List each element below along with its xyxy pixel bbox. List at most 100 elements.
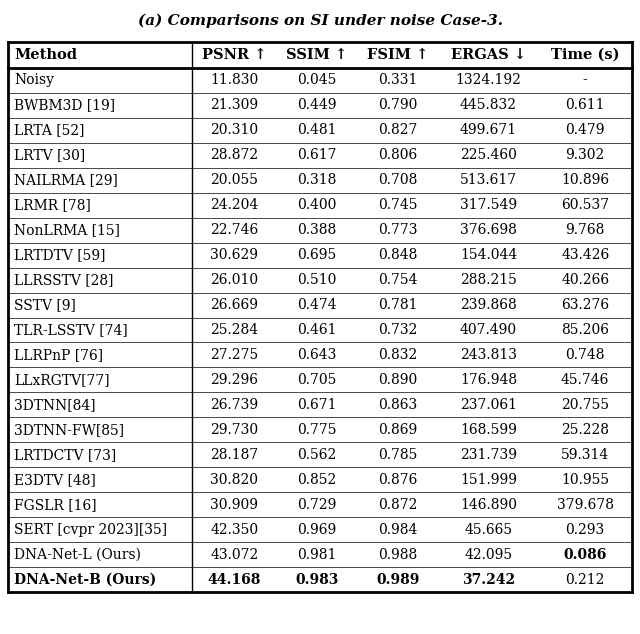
Text: LLRPnP [76]: LLRPnP [76]: [14, 348, 104, 362]
Text: -: -: [583, 74, 588, 87]
Text: 3DTNN-FW[85]: 3DTNN-FW[85]: [14, 423, 125, 437]
Text: 0.848: 0.848: [378, 248, 418, 262]
Text: 0.775: 0.775: [297, 423, 337, 437]
Text: 0.474: 0.474: [297, 298, 337, 312]
Text: 0.969: 0.969: [297, 522, 337, 536]
Text: DNA-Net-L (Ours): DNA-Net-L (Ours): [14, 548, 141, 562]
Text: 151.999: 151.999: [460, 473, 517, 487]
Text: 0.086: 0.086: [563, 548, 607, 562]
Text: 168.599: 168.599: [460, 423, 517, 437]
Text: PSNR ↑: PSNR ↑: [202, 48, 266, 62]
Text: 0.510: 0.510: [297, 273, 337, 287]
Text: 29.296: 29.296: [210, 373, 258, 387]
Text: 26.669: 26.669: [210, 298, 258, 312]
Text: 44.168: 44.168: [207, 573, 261, 586]
Text: LLRSSTV [28]: LLRSSTV [28]: [14, 273, 114, 287]
Text: 0.790: 0.790: [378, 98, 418, 112]
Text: 379.678: 379.678: [557, 498, 614, 512]
Text: LLxRGTV[77]: LLxRGTV[77]: [14, 373, 110, 387]
Text: 0.705: 0.705: [297, 373, 337, 387]
Text: 42.095: 42.095: [465, 548, 513, 562]
Text: 0.481: 0.481: [297, 124, 337, 138]
Text: 0.611: 0.611: [566, 98, 605, 112]
Text: (a) Comparisons on SI under noise Case-3.: (a) Comparisons on SI under noise Case-3…: [138, 14, 502, 29]
Text: 407.490: 407.490: [460, 323, 517, 337]
Text: 0.671: 0.671: [297, 398, 337, 412]
Text: 29.730: 29.730: [210, 423, 259, 437]
Text: SSTV [9]: SSTV [9]: [14, 298, 76, 312]
Text: 146.890: 146.890: [460, 498, 517, 512]
Text: 154.044: 154.044: [460, 248, 517, 262]
Text: 225.460: 225.460: [460, 148, 517, 162]
Text: 9.768: 9.768: [566, 223, 605, 237]
Text: 85.206: 85.206: [561, 323, 609, 337]
Text: 3DTNN[84]: 3DTNN[84]: [14, 398, 96, 412]
Text: DNA-Net-B (Ours): DNA-Net-B (Ours): [14, 573, 157, 586]
Text: 1324.192: 1324.192: [456, 74, 522, 87]
Text: 26.739: 26.739: [210, 398, 259, 412]
Text: 0.331: 0.331: [378, 74, 418, 87]
Text: 0.981: 0.981: [297, 548, 337, 562]
Text: 0.293: 0.293: [566, 522, 605, 536]
Text: 0.643: 0.643: [297, 348, 337, 362]
Text: 0.212: 0.212: [566, 573, 605, 586]
Text: 24.204: 24.204: [210, 198, 259, 212]
Text: 0.318: 0.318: [297, 173, 337, 187]
Text: 20.055: 20.055: [210, 173, 258, 187]
Text: 288.215: 288.215: [460, 273, 517, 287]
Text: 176.948: 176.948: [460, 373, 517, 387]
Text: 0.876: 0.876: [378, 473, 418, 487]
Text: 0.748: 0.748: [566, 348, 605, 362]
Text: 60.537: 60.537: [561, 198, 609, 212]
Text: 0.400: 0.400: [297, 198, 337, 212]
Text: 40.266: 40.266: [561, 273, 609, 287]
Text: 45.746: 45.746: [561, 373, 609, 387]
Text: 237.061: 237.061: [460, 398, 517, 412]
Text: 20.310: 20.310: [210, 124, 259, 138]
Text: 0.754: 0.754: [378, 273, 418, 287]
Text: 0.827: 0.827: [378, 124, 418, 138]
Text: 22.746: 22.746: [210, 223, 259, 237]
Text: 0.806: 0.806: [378, 148, 418, 162]
Text: 0.388: 0.388: [297, 223, 337, 237]
Text: 0.781: 0.781: [378, 298, 418, 312]
Text: 20.755: 20.755: [561, 398, 609, 412]
Text: 59.314: 59.314: [561, 448, 609, 462]
Text: 239.868: 239.868: [460, 298, 517, 312]
Text: 30.629: 30.629: [210, 248, 258, 262]
Text: 0.617: 0.617: [297, 148, 337, 162]
Text: 28.872: 28.872: [210, 148, 259, 162]
Text: 37.242: 37.242: [462, 573, 515, 586]
Text: 0.863: 0.863: [378, 398, 418, 412]
Text: 10.896: 10.896: [561, 173, 609, 187]
Text: 445.832: 445.832: [460, 98, 517, 112]
Text: 376.698: 376.698: [460, 223, 517, 237]
Text: 42.350: 42.350: [210, 522, 259, 536]
Text: 0.745: 0.745: [378, 198, 418, 212]
Text: LRTA [52]: LRTA [52]: [14, 124, 85, 138]
Text: 0.983: 0.983: [295, 573, 339, 586]
Text: 0.852: 0.852: [297, 473, 337, 487]
Text: 25.284: 25.284: [210, 323, 259, 337]
Text: 43.072: 43.072: [210, 548, 259, 562]
Text: ERGAS ↓: ERGAS ↓: [451, 48, 526, 62]
Text: 317.549: 317.549: [460, 198, 517, 212]
Text: 11.830: 11.830: [210, 74, 259, 87]
Text: 0.045: 0.045: [297, 74, 337, 87]
Text: 0.984: 0.984: [378, 522, 418, 536]
Text: E3DTV [48]: E3DTV [48]: [14, 473, 96, 487]
Text: LRTDCTV [73]: LRTDCTV [73]: [14, 448, 116, 462]
Text: 30.820: 30.820: [210, 473, 258, 487]
Text: FSIM ↑: FSIM ↑: [367, 48, 429, 62]
Text: 63.276: 63.276: [561, 298, 609, 312]
Text: 0.785: 0.785: [378, 448, 418, 462]
Text: 0.708: 0.708: [378, 173, 418, 187]
Text: 43.426: 43.426: [561, 248, 609, 262]
Text: 26.010: 26.010: [210, 273, 259, 287]
Text: 0.989: 0.989: [376, 573, 420, 586]
Text: 231.739: 231.739: [460, 448, 517, 462]
Text: 30.909: 30.909: [210, 498, 258, 512]
Text: 0.479: 0.479: [566, 124, 605, 138]
Text: 0.461: 0.461: [297, 323, 337, 337]
Text: 0.449: 0.449: [297, 98, 337, 112]
